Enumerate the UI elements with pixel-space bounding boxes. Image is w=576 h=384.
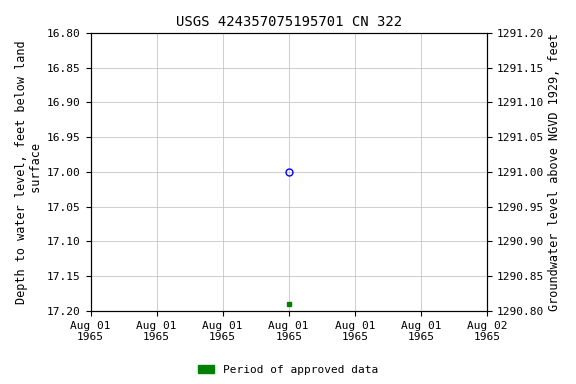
Title: USGS 424357075195701 CN 322: USGS 424357075195701 CN 322 xyxy=(176,15,402,29)
Y-axis label: Groundwater level above NGVD 1929, feet: Groundwater level above NGVD 1929, feet xyxy=(548,33,561,311)
Y-axis label: Depth to water level, feet below land
 surface: Depth to water level, feet below land su… xyxy=(15,40,43,304)
Legend: Period of approved data: Period of approved data xyxy=(194,362,382,379)
